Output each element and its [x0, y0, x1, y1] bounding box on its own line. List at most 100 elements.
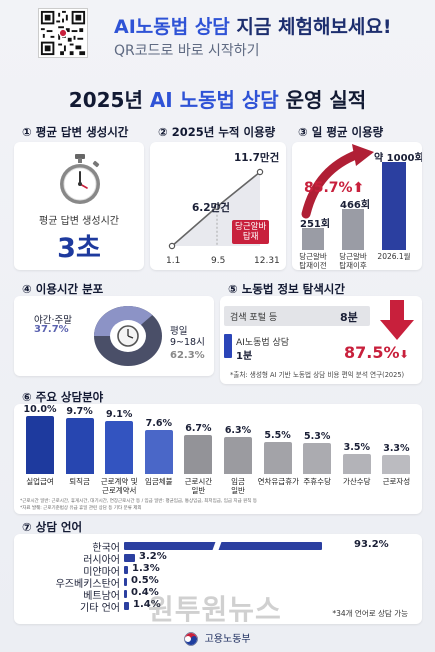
card-time-distribution: 야간·주말 37.7% 평일 9~18시 62.3% [14, 296, 214, 376]
daily-bar-label: 당근알바 탑재이후 [339, 252, 367, 270]
language-value: 93.2% [354, 539, 389, 550]
language-value: 0.5% [131, 575, 159, 586]
qr-code[interactable] [38, 8, 88, 58]
field-bar-label: 가산수당 [342, 477, 371, 486]
language-label: 베트남어 [83, 591, 120, 602]
field-bar-value: 3.3% [383, 443, 410, 454]
ai-value: 1분 [236, 351, 253, 362]
card-daily-usage: 85.7%⬆ 251회 당근알바 탑재이전 466회 당근알바 탑재이후 약 1000회… [292, 142, 422, 270]
section-3-title: ③ 일 평균 이용량 [298, 125, 384, 139]
reduction-percent: 87.5%⬇ [344, 343, 409, 362]
page-title: 2025년 AI 노동법 상담 운영 실적 [0, 84, 435, 113]
down-arrow-icon [380, 300, 414, 340]
field-bar [382, 455, 411, 474]
growth-percent-value: 85.7% [304, 180, 353, 196]
field-bar-value: 5.5% [264, 430, 291, 441]
title-highlight: AI 노동법 상담 [149, 88, 279, 112]
language-label: 우즈베키스탄어 [55, 579, 120, 590]
language-value: 1.4% [133, 599, 161, 610]
field-bar-value: 7.6% [145, 418, 172, 429]
field-bar-label: 근로시간 일반 [184, 477, 213, 495]
language-label: 미얀마어 [83, 567, 120, 578]
night-label: 야간·주말 [34, 315, 72, 326]
field-bar-label: 임금 일반 [231, 477, 245, 495]
daily-bar-label: 2026.1월 [377, 252, 411, 261]
daily-bar [382, 162, 406, 250]
section-5-title: ⑤ 노동법 정보 탐색시간 [228, 282, 345, 296]
fields-note-2: *자료 발췌: 근로기준법상 유급 휴일 관련 상담 등 기타 분류 제외 [20, 506, 142, 511]
cumulative-point [213, 203, 221, 210]
small-down-arrow-icon: ⬇ [399, 348, 409, 361]
growth-percent: 85.7%⬆ [304, 180, 364, 196]
language-label: 한국어 [92, 543, 120, 554]
field-bar-label: 연차유급휴가 [257, 477, 299, 486]
field-bar [224, 437, 252, 474]
card-languages: 한국어 93.2% 러시아어 3.2% 미얀마어 1.3% 우즈베키스탄어 0.5% 베트남어 0… [14, 534, 422, 624]
x-tick-3: 12.31 [254, 256, 280, 266]
carrot-tag: 당근알바 탑재 [232, 220, 270, 244]
field-bar [144, 430, 173, 474]
daily-bar-label: 당근알바 탑재이전 [299, 252, 327, 270]
field-bar-value: 10.0% [23, 404, 57, 415]
card-consult-fields: 10.0% 실업급여 9.7% 퇴직금 9.1% 근로계약 및 근로계약서 7.6% 임금체불… [14, 404, 422, 514]
x-tick-1: 1.1 [166, 256, 181, 266]
stopwatch-icon [60, 154, 100, 204]
section-1-title: ① 평균 답변 생성시간 [22, 125, 129, 139]
language-value: 0.4% [131, 587, 159, 598]
portal-label: 검색 포털 등 [230, 313, 278, 323]
card-search-time: 검색 포털 등 8분 AI노동법 상담 1분 87.5%⬇ *출처: 생성형 A… [220, 296, 422, 384]
cumulative-mid-label: 6.2만건 [192, 202, 230, 214]
field-bar [184, 435, 213, 474]
cumulative-point [256, 168, 264, 176]
title-year: 2025년 [68, 88, 150, 112]
section-7-title: ⑦ 상담 언어 [22, 520, 83, 534]
daily-bar-value: 466회 [340, 200, 371, 211]
growth-arrow [301, 144, 374, 219]
ministry-emblem-icon [184, 632, 199, 646]
ai-bar [224, 334, 232, 358]
field-bar-label: 근로자성 [382, 477, 411, 486]
language-bar [124, 542, 322, 550]
card-cumulative-usage: 6.2만건 11.7만건 당근알바 탑재 1.1 9.5 12.31 [150, 142, 286, 270]
daily-bar [302, 228, 324, 250]
response-time-value: 3초 [57, 233, 101, 264]
watermark: 원투원뉴스 [148, 593, 282, 626]
field-bar-value: 3.5% [343, 442, 370, 453]
fields-note-1: *근로시간 일반: 근로시간, 휴게시간, 대기시간, 연장근로시간 등 / 임… [20, 499, 257, 504]
field-bar-value: 9.7% [66, 406, 93, 417]
cta-headline: AI노동법 상담 지금 체험해보세요! [114, 12, 392, 39]
language-bar [124, 578, 127, 586]
section-2-title: ② 2025년 누적 이용량 [158, 125, 276, 139]
language-note: *34개 언어로 상담 가능 [332, 609, 408, 618]
language-bar [124, 602, 129, 610]
cumulative-end-label: 11.7만건 [234, 152, 280, 164]
cta-highlight: AI노동법 상담 [114, 16, 230, 38]
response-time-label: 평균 답변 생성시간 [39, 216, 119, 227]
cta-rest: 지금 체험해보세요! [229, 16, 392, 38]
language-label: 러시아어 [83, 555, 120, 566]
language-bar [124, 590, 127, 598]
language-value: 1.3% [132, 563, 160, 574]
section-6-title: ⑥ 주요 상담분야 [22, 390, 104, 404]
field-bar-value: 6.3% [224, 425, 252, 436]
field-bar-value: 6.7% [185, 423, 212, 434]
language-bar [124, 554, 135, 562]
section-4-title: ④ 이용시간 분포 [22, 282, 104, 296]
ai-label: AI노동법 상담 [236, 338, 290, 348]
field-bar [303, 443, 332, 474]
language-label: 기타 언어 [80, 603, 120, 614]
field-bar [26, 416, 54, 474]
cta-subtext: QR코드로 바로 시작하기 [114, 43, 260, 59]
x-tick-2: 9.5 [211, 256, 226, 266]
cumulative-point [168, 242, 176, 250]
field-bar-label: 주휴수당 [303, 477, 331, 486]
field-bar [105, 421, 134, 474]
field-bar-label: 퇴직금 [69, 477, 90, 486]
source-note: *출처: 생성형 AI 기반 노동법 상담 비용 편익 분석 연구(2025) [230, 371, 405, 379]
reduction-value: 87.5% [344, 343, 400, 362]
field-bar-label: 실업급여 [26, 477, 54, 486]
ministry-name: 고용노동부 [204, 634, 251, 645]
field-bar [263, 442, 292, 474]
card-response-time: 평균 답변 생성시간 3초 [14, 142, 144, 270]
weekday-label: 평일 9~18시 [170, 326, 205, 348]
